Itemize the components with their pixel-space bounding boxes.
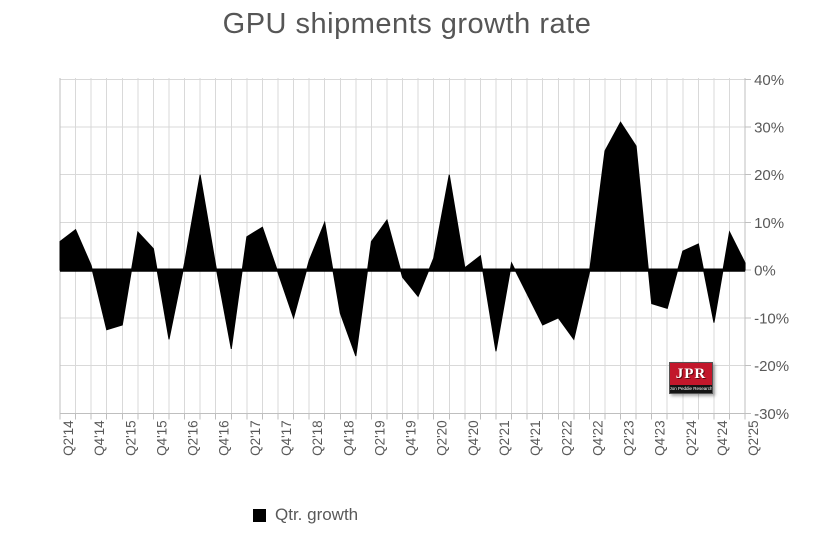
svg-text:Q4'22: Q4'22 [590, 420, 605, 456]
qtr-growth-area [59, 121, 746, 357]
chart-title: GPU shipments growth rate [222, 8, 592, 40]
svg-text:Q2'14: Q2'14 [61, 420, 76, 456]
jpr-logo-red-panel: JPR [670, 363, 712, 385]
svg-text:Q4'18: Q4'18 [341, 420, 356, 456]
jpr-logo-band: Jon Peddie Research [670, 385, 712, 393]
svg-text:Q4'15: Q4'15 [154, 420, 169, 456]
chart-legend: Qtr. growth [253, 505, 358, 525]
svg-text:Q2'20: Q2'20 [435, 420, 450, 456]
jpr-logo-subtext: Jon Peddie Research [669, 385, 713, 391]
svg-text:10%: 10% [754, 215, 784, 232]
svg-text:Q2'19: Q2'19 [372, 420, 387, 456]
svg-text:Q2'25: Q2'25 [746, 420, 761, 456]
svg-text:-10%: -10% [754, 310, 789, 327]
svg-text:Q4'14: Q4'14 [92, 420, 107, 456]
svg-text:-30%: -30% [754, 406, 789, 423]
svg-text:Q4'20: Q4'20 [466, 420, 481, 456]
area-series [59, 121, 746, 357]
svg-text:30%: 30% [754, 120, 784, 137]
svg-text:Q4'19: Q4'19 [404, 420, 419, 456]
svg-text:Q2'24: Q2'24 [684, 420, 699, 456]
axis-ticks [59, 78, 752, 420]
svg-text:20%: 20% [754, 167, 784, 184]
svg-text:Q2'16: Q2'16 [186, 420, 201, 456]
legend-series-label: Qtr. growth [275, 505, 359, 524]
svg-text:Q2'18: Q2'18 [310, 420, 325, 456]
jpr-logo-text: JPR [675, 365, 707, 382]
svg-text:Q2'15: Q2'15 [123, 420, 138, 456]
svg-text:Q4'24: Q4'24 [715, 420, 730, 456]
svg-text:0%: 0% [754, 263, 776, 280]
svg-text:Q4'21: Q4'21 [528, 420, 543, 456]
svg-text:Q2'21: Q2'21 [497, 420, 512, 456]
svg-text:-20%: -20% [754, 358, 789, 375]
svg-text:40%: 40% [754, 72, 784, 89]
jpr-logo: JPR Jon Peddie Research [669, 362, 713, 394]
svg-text:Q2'17: Q2'17 [248, 420, 263, 456]
y-axis-labels: 40% 30% 20% 10% 0% -10% -20% -30% [754, 72, 789, 423]
svg-text:Q4'23: Q4'23 [653, 420, 668, 456]
legend-marker-swatch [253, 508, 266, 522]
svg-text:Q4'16: Q4'16 [217, 420, 232, 456]
x-axis-labels: Q2'14 Q4'14 Q2'15 Q4'15 Q2'16 Q4'16 Q2'17 Q4'17… [61, 420, 761, 456]
svg-text:Q4'17: Q4'17 [279, 420, 294, 456]
svg-text:Q2'23: Q2'23 [622, 420, 637, 456]
svg-text:Q2'22: Q2'22 [559, 420, 574, 456]
